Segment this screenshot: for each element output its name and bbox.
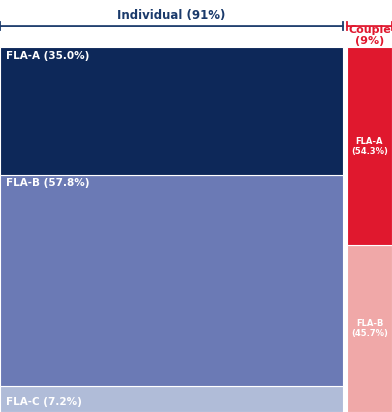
Text: FLA-A (35.0%): FLA-A (35.0%) [6,51,89,61]
Bar [0,386,343,412]
Text: FLA-B
(45.7%): FLA-B (45.7%) [351,319,388,338]
Bar [0,175,343,386]
Text: FLA-B (57.8%): FLA-B (57.8%) [6,178,89,188]
Text: FLA-A
(54.3%): FLA-A (54.3%) [351,137,388,156]
Bar [347,246,392,412]
Text: FLA-C (7.2%): FLA-C (7.2%) [6,397,82,407]
Text: Couple
(9%): Couple (9%) [348,25,391,47]
Bar [0,47,343,175]
Text: Individual (91%): Individual (91%) [117,9,226,22]
Bar [347,47,392,246]
